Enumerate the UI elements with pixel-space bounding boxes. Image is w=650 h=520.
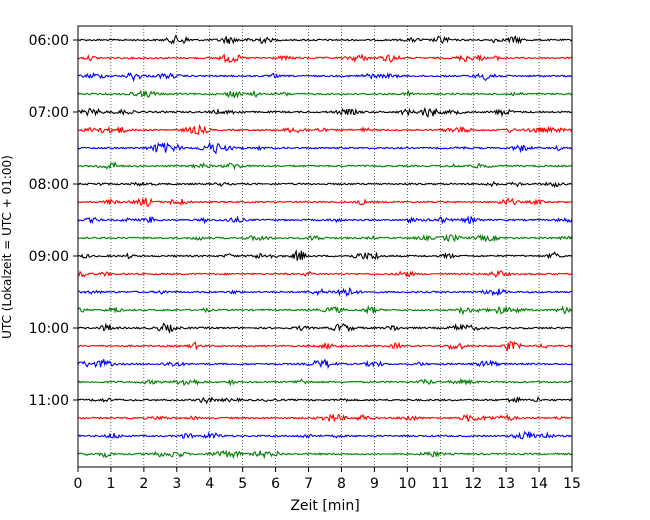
x-tick-label: 4 <box>205 476 214 492</box>
x-tick-label: 15 <box>563 476 581 492</box>
x-tick-label: 14 <box>530 476 548 492</box>
plot-background <box>78 26 572 467</box>
y-tick-label: 09:00 <box>29 249 69 265</box>
trace-0645 <box>77 89 573 99</box>
x-tick-label: 1 <box>106 476 115 492</box>
trace-0715 <box>77 123 573 135</box>
x-tick-label: 9 <box>370 476 379 492</box>
x-tick-label: 12 <box>464 476 482 492</box>
x-tick-label: 13 <box>497 476 515 492</box>
trace-1145 <box>77 449 573 460</box>
trace-0745 <box>77 160 573 171</box>
y-tick-label: 07:00 <box>29 105 69 121</box>
trace-0945 <box>77 304 573 316</box>
trace-1115 <box>77 413 573 423</box>
trace-0815 <box>77 197 573 208</box>
trace-0830 <box>77 215 573 225</box>
trace-0915 <box>77 269 573 278</box>
x-axis-title: Zeit [min] <box>290 498 359 514</box>
trace-0700 <box>77 106 573 118</box>
x-tick-label: 3 <box>172 476 181 492</box>
x-tick-label: 8 <box>337 476 346 492</box>
trace-1000 <box>77 322 573 334</box>
plot-frame <box>77 25 573 468</box>
x-tick-label: 10 <box>398 476 416 492</box>
x-tick-label: 5 <box>238 476 247 492</box>
trace-0615 <box>77 53 573 64</box>
y-axis-title: UTC (Lokalzeit = UTC + 01:00) <box>0 155 14 339</box>
trace-1045 <box>77 377 573 387</box>
y-tick-label: 08:00 <box>29 177 69 193</box>
trace-0630 <box>77 72 573 83</box>
trace-0845 <box>77 233 573 243</box>
x-tick-label: 6 <box>271 476 280 492</box>
trace-0730 <box>77 141 573 155</box>
trace-0900 <box>77 249 573 261</box>
seismic-traces <box>77 34 573 460</box>
y-tick-label: 06:00 <box>29 33 69 49</box>
trace-1130 <box>77 430 573 440</box>
x-tick-label: 0 <box>74 476 83 492</box>
x-tick-label: 7 <box>304 476 313 492</box>
y-axis-ticks: 06:00 07:00 08:00 09:00 10:00 11:00 <box>29 33 78 409</box>
trace-0600 <box>77 34 573 45</box>
trace-1015 <box>77 340 573 352</box>
x-tick-label: 2 <box>139 476 148 492</box>
x-tick-label: 11 <box>431 476 449 492</box>
trace-0800 <box>77 180 573 189</box>
x-axis-ticks: 0 1 2 3 4 5 6 7 8 9 10 11 12 13 14 15 <box>74 467 581 492</box>
trace-1100 <box>77 396 573 405</box>
trace-0930 <box>77 286 573 298</box>
y-tick-label: 11:00 <box>29 393 69 409</box>
y-tick-label: 10:00 <box>29 321 69 337</box>
trace-1030 <box>77 358 573 370</box>
